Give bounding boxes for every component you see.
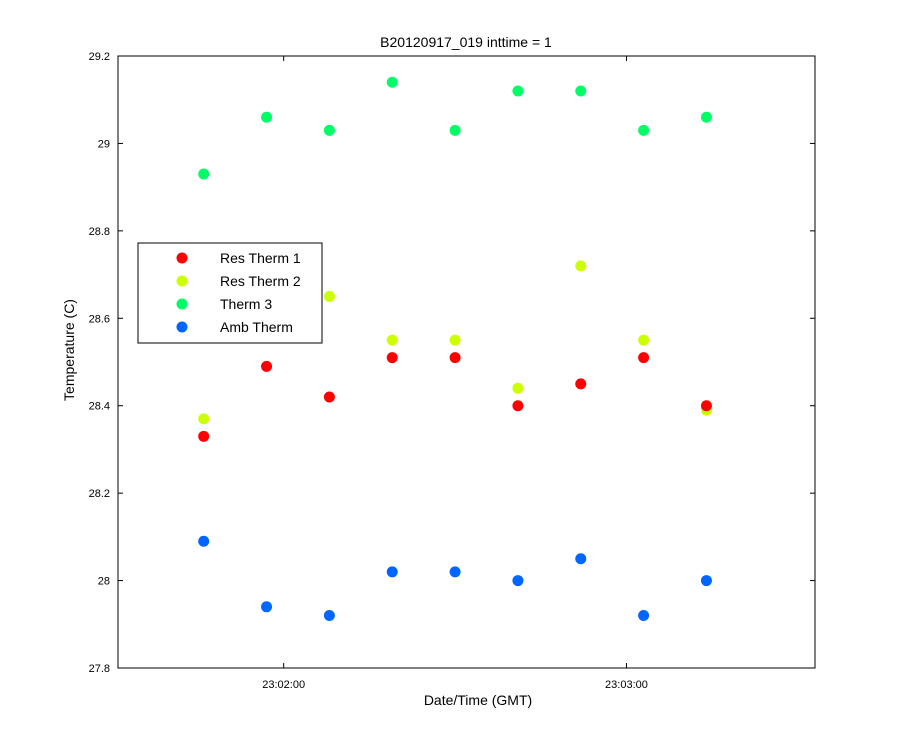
y-tick-label: 28 [98,576,110,588]
point-res-therm-1 [323,391,335,403]
point-res-therm-1 [638,352,650,364]
point-therm-3 [638,124,650,136]
point-res-therm-1 [261,360,273,372]
legend-label-amb-therm: Amb Therm [220,319,293,335]
point-res-therm-1 [512,400,524,412]
y-tick-label: 28.2 [89,488,110,500]
y-tick-label: 27.8 [89,663,110,675]
y-axis-label: Temperature (C) [61,299,77,401]
point-amb-therm [700,575,712,587]
point-amb-therm [323,610,335,622]
point-res-therm-2 [198,413,210,425]
point-res-therm-2 [386,334,398,346]
y-tick-label: 28.4 [89,401,110,413]
point-res-therm-2 [449,334,461,346]
point-res-therm-1 [449,352,461,364]
point-therm-3 [512,85,524,97]
point-amb-therm [512,575,524,587]
point-amb-therm [449,566,461,578]
legend-marker-therm-3 [176,298,188,310]
legend-marker-amb-therm [176,321,188,333]
legend-label-res-therm-1: Res Therm 1 [220,250,301,266]
data-points [198,76,712,622]
legend-label-therm-3: Therm 3 [220,296,272,312]
point-res-therm-2 [575,260,587,272]
point-therm-3 [700,111,712,123]
y-tick-label: 28.6 [89,313,110,325]
legend-label-res-therm-2: Res Therm 2 [220,273,301,289]
y-axis-ticks: 27.8 28 28.2 28.4 28.6 28.8 29 29.2 [89,51,815,675]
legend: Res Therm 1 Res Therm 2 Therm 3 Amb Therm [137,242,323,344]
chart-title: B20120917_019 inttime = 1 [380,34,552,50]
plot-area-frame [117,55,816,669]
point-res-therm-1 [386,352,398,364]
point-therm-3 [575,85,587,97]
y-tick-label: 29 [98,138,110,150]
y-tick-label: 28.8 [89,226,110,238]
point-res-therm-1 [575,378,587,390]
y-tick-label: 29.2 [89,51,110,63]
point-res-therm-2 [512,382,524,394]
legend-box [137,242,323,344]
x-tick-label: 23:02:00 [262,679,305,691]
point-amb-therm [575,553,587,565]
point-therm-3 [386,76,398,88]
point-amb-therm [386,566,398,578]
point-amb-therm [261,601,273,613]
x-axis-ticks: 23:02:00 23:03:00 [262,56,648,691]
point-therm-3 [198,168,210,180]
point-res-therm-1 [198,430,210,442]
point-amb-therm [198,535,210,547]
legend-marker-res-therm-2 [176,275,188,287]
point-res-therm-2 [638,334,650,346]
point-res-therm-2 [323,290,335,302]
point-therm-3 [323,124,335,136]
x-axis-label: Date/Time (GMT) [424,692,532,708]
point-amb-therm [638,610,650,622]
legend-marker-res-therm-1 [176,252,188,264]
point-therm-3 [449,124,461,136]
point-therm-3 [261,111,273,123]
point-res-therm-1 [700,400,712,412]
x-tick-label: 23:03:00 [605,679,648,691]
